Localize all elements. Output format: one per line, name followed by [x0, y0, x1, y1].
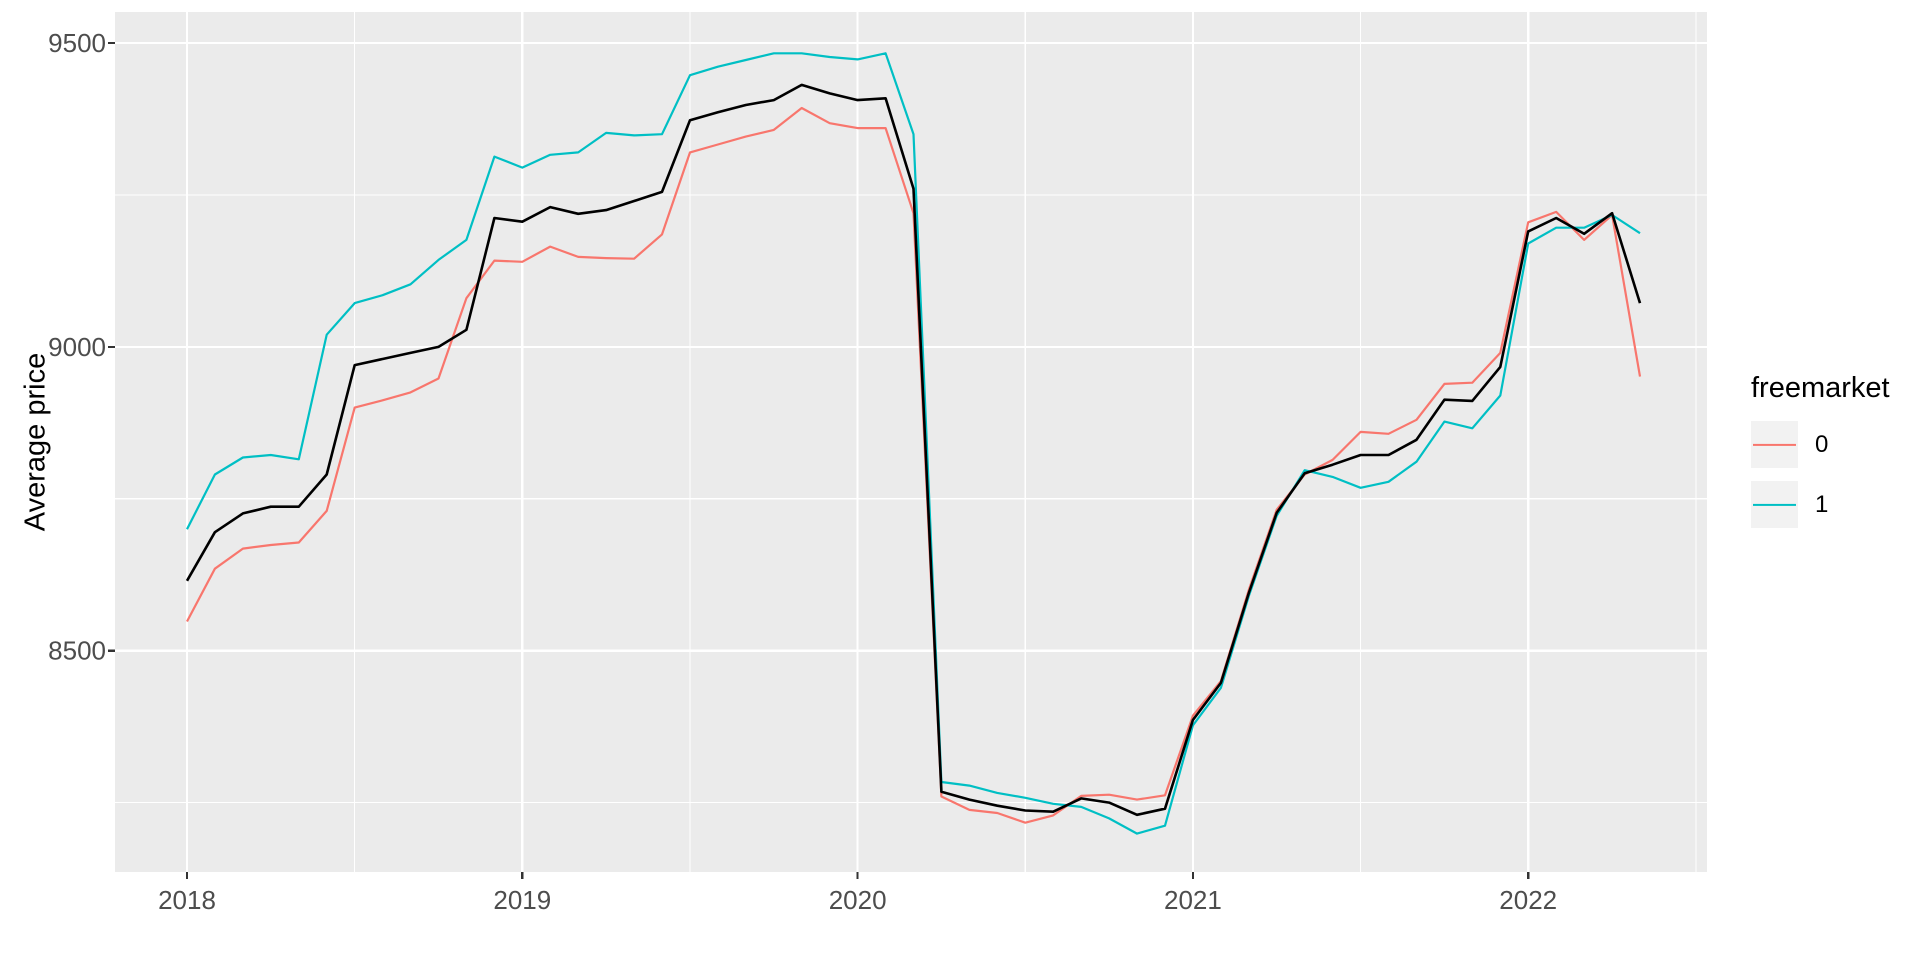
legend: freemarket 0 1	[1751, 372, 1890, 541]
legend-key-swatch	[1751, 481, 1798, 528]
legend-key-line-red	[1753, 443, 1796, 446]
y-tick-label: 9500	[48, 28, 106, 58]
series-line-overall	[185, 83, 1642, 817]
y-axis-title: Average price	[19, 352, 52, 532]
legend-title: freemarket	[1751, 372, 1890, 404]
x-tick-label: 2019	[493, 885, 551, 915]
x-tick-label: 2022	[1499, 885, 1557, 915]
x-tick-label: 2020	[829, 885, 887, 915]
x-tick-label: 2018	[158, 885, 216, 915]
legend-item-label: 1	[1815, 490, 1829, 518]
legend-key-line-teal	[1753, 503, 1796, 506]
series-line-1	[186, 52, 1641, 835]
legend-item-freemarket-1: 1	[1751, 481, 1890, 528]
legend-item-freemarket-0: 0	[1751, 421, 1890, 468]
legend-key-swatch	[1751, 421, 1798, 468]
y-tick-label: 9000	[48, 332, 106, 362]
x-tick-label: 2021	[1164, 885, 1222, 915]
y-tick-label: 8500	[48, 636, 106, 666]
plot-panel	[115, 12, 1707, 872]
legend-item-label: 0	[1815, 430, 1829, 458]
